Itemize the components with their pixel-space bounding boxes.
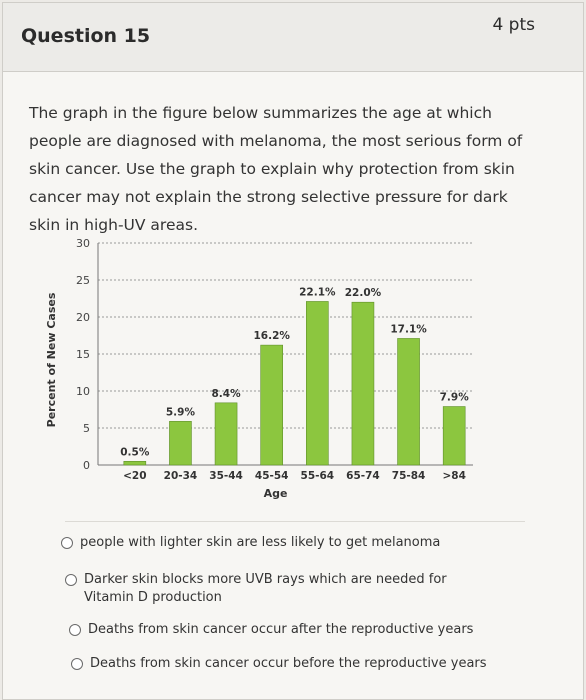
melanoma-age-bar-chart: 0 5 10 15 20 25 30 0.5% <20 5.9% 20-34 8.4% 35-44 16.… — [45, 237, 473, 500]
data-label: 17.1% — [390, 323, 427, 335]
y-tick-label: 0 — [83, 459, 90, 472]
answer-option-3[interactable]: Deaths from skin cancer occur after the … — [69, 621, 509, 639]
bar — [306, 301, 329, 466]
y-tick-label: 15 — [76, 348, 90, 361]
radio-button[interactable] — [71, 658, 83, 670]
radio-button[interactable] — [61, 537, 73, 549]
y-tick-label: 30 — [76, 237, 90, 250]
y-tick-label: 25 — [76, 274, 90, 287]
bar — [397, 338, 420, 466]
y-axis-label: Percent of New Cases — [45, 292, 58, 427]
bar — [260, 344, 283, 466]
answer-option-1[interactable]: people with lighter skin are less likely… — [61, 534, 521, 552]
y-tick-label: 5 — [83, 422, 90, 435]
data-label: 7.9% — [440, 392, 470, 404]
bar — [442, 406, 466, 466]
question-points: 4 pts — [492, 15, 535, 35]
data-label: 16.2% — [253, 330, 290, 342]
answer-option-4[interactable]: Deaths from skin cancer occur before the… — [71, 655, 511, 673]
bar — [169, 421, 192, 466]
data-label: 22.1% — [299, 286, 336, 298]
answer-label: people with lighter skin are less likely… — [80, 535, 441, 550]
data-label: 5.9% — [166, 406, 196, 418]
bar — [123, 461, 147, 466]
x-tick-label: 55-64 — [301, 470, 335, 482]
x-tick-label: 35-44 — [209, 470, 243, 482]
question-title: Question 15 — [21, 25, 151, 47]
data-label: 22.0% — [345, 287, 382, 299]
bar — [351, 301, 375, 466]
x-tick-label: >84 — [442, 470, 465, 482]
answer-label: Darker skin blocks more UVB rays which a… — [84, 572, 447, 605]
bar — [214, 402, 238, 466]
answer-divider — [65, 521, 525, 522]
data-label: 0.5% — [120, 446, 150, 458]
y-tick-label: 10 — [76, 385, 90, 398]
x-tick-label: 45-54 — [255, 470, 289, 482]
x-axis-label: Age — [264, 487, 288, 500]
x-tick-label: 20-34 — [164, 470, 198, 482]
answer-option-2[interactable]: Darker skin blocks more UVB rays which a… — [65, 571, 485, 607]
y-tick-label: 20 — [76, 311, 90, 324]
radio-button[interactable] — [69, 624, 81, 636]
question-header: Question 15 4 pts — [3, 3, 583, 72]
radio-button[interactable] — [65, 574, 77, 586]
question-prompt: The graph in the figure below summarizes… — [29, 104, 523, 234]
x-tick-label: 65-74 — [346, 470, 380, 482]
x-tick-label: <20 — [123, 470, 146, 482]
answer-label: Deaths from skin cancer occur after the … — [88, 622, 474, 637]
data-label: 8.4% — [212, 388, 242, 400]
x-tick-label: 75-84 — [392, 470, 426, 482]
answer-label: Deaths from skin cancer occur before the… — [90, 656, 487, 671]
